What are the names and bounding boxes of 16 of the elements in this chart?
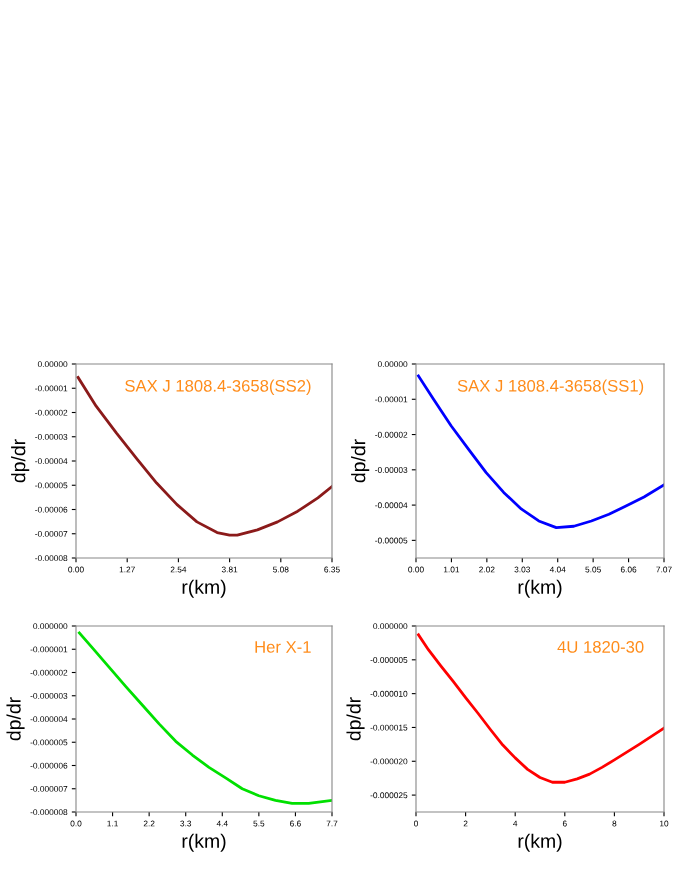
y-axis-title: dp/dr — [6, 697, 25, 741]
x-axis-title: r(km) — [518, 579, 562, 598]
line-series — [417, 633, 664, 784]
annotation: Her X-1 — [255, 641, 311, 653]
x-axis-title: r(km) — [182, 579, 226, 598]
annotation: SAX J 1808.4-3658(SS1) — [457, 379, 644, 396]
y-axis-title: dp/dr — [11, 439, 30, 483]
line-series — [77, 631, 332, 805]
annotation: 4U 1820-30 — [557, 640, 644, 653]
x-axis-title: r(km) — [518, 833, 562, 852]
annotation: SAX J 1808.4-3658(SS2) — [125, 379, 311, 396]
line-series — [417, 374, 664, 530]
line-series — [76, 375, 332, 537]
y-axis-title: dp/dr — [351, 439, 370, 483]
y-axis-title: dp/dr — [346, 697, 365, 741]
x-axis-title: r(km) — [182, 833, 226, 852]
